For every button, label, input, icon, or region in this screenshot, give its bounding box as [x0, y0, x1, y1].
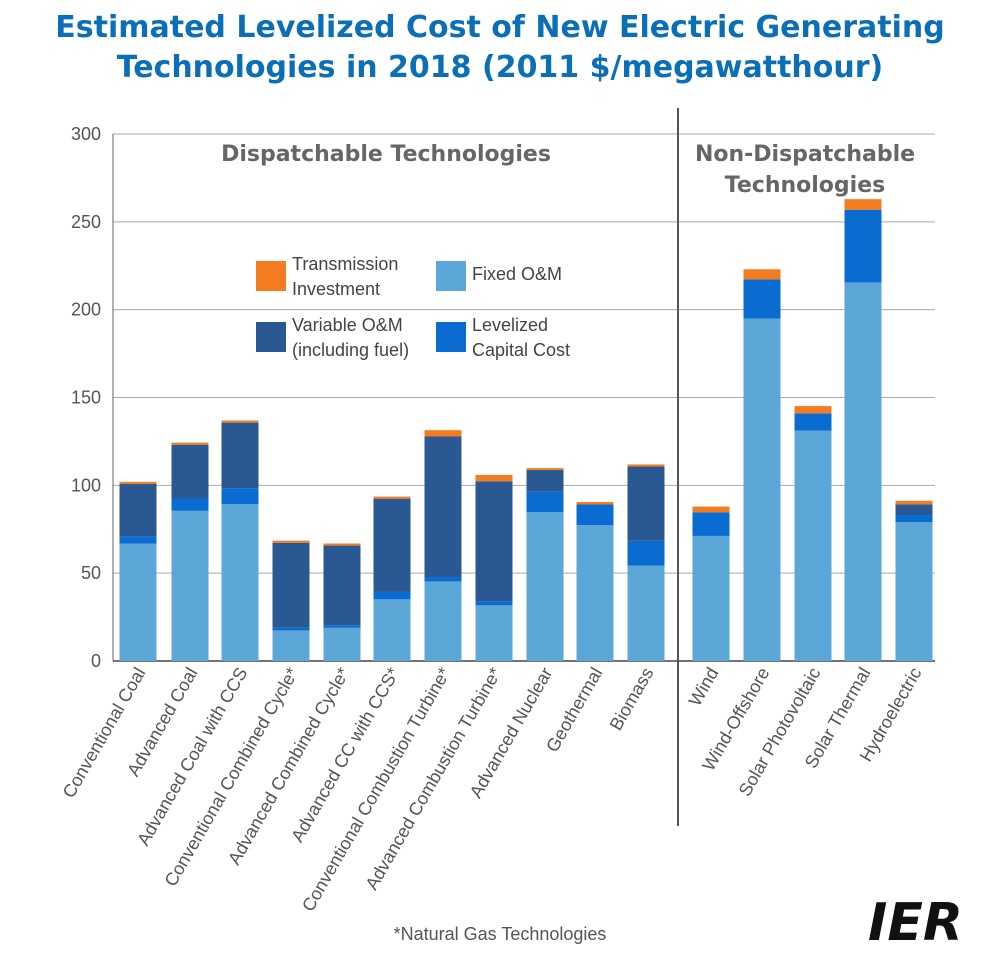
legend-label: Levelized — [472, 315, 548, 335]
ier-logo-text: IER — [868, 893, 963, 946]
legend-label: Capital Cost — [472, 340, 570, 360]
bar-variable-om — [526, 470, 564, 492]
bar-levelized-capital — [844, 209, 882, 283]
bar-transmission — [373, 496, 411, 499]
bar-levelized-capital — [692, 512, 730, 536]
bar-variable-om — [373, 498, 411, 592]
group-label-dispatchable: Dispatchable Technologies — [221, 142, 551, 167]
y-tick-label: 150 — [71, 388, 101, 408]
bar-levelized-capital — [424, 577, 462, 582]
legend-label: Transmission — [292, 254, 398, 274]
bar-transmission — [576, 502, 614, 505]
x-category-label: Conventional Coal — [59, 664, 150, 801]
bar-levelized-capital — [323, 625, 361, 628]
bar-transmission — [692, 506, 730, 513]
bar-levelized-capital — [627, 540, 665, 566]
x-category-label: Wind — [685, 664, 723, 710]
bar-variable-om — [895, 504, 933, 516]
bar-variable-om — [171, 444, 209, 499]
legend-swatch-levelized-capital — [436, 322, 466, 352]
chart-title-line2: Technologies in 2018 (2011 $/megawatthou… — [116, 50, 884, 85]
bar-fixed-om — [526, 512, 564, 661]
bar-transmission — [526, 468, 564, 471]
bar-fixed-om — [475, 605, 513, 661]
legend-label: Variable O&M — [292, 315, 403, 335]
bar-levelized-capital — [171, 498, 209, 511]
bar-transmission — [627, 464, 665, 467]
bar-variable-om — [424, 436, 462, 578]
y-tick-label: 300 — [71, 124, 101, 144]
bar-transmission — [895, 500, 933, 505]
bar-fixed-om — [743, 318, 781, 661]
bar-transmission — [272, 540, 310, 543]
bar-fixed-om — [576, 525, 614, 661]
bar-transmission — [323, 543, 361, 546]
bar-variable-om — [323, 545, 361, 626]
bar-transmission — [119, 481, 157, 484]
bar-fixed-om — [272, 630, 310, 661]
y-tick-label: 100 — [71, 475, 101, 495]
bar-variable-om — [221, 422, 259, 489]
bar-transmission — [475, 474, 513, 482]
bar-transmission — [743, 269, 781, 280]
y-tick-label: 50 — [81, 563, 101, 583]
legend-label: (including fuel) — [292, 340, 409, 360]
y-tick-label: 0 — [91, 651, 101, 671]
bar-transmission — [171, 442, 209, 445]
y-tick-label: 250 — [71, 212, 101, 232]
x-category-label: Biomass — [606, 664, 658, 734]
chart-title-line1: Estimated Levelized Cost of New Electric… — [55, 10, 945, 45]
bar-transmission — [221, 420, 259, 423]
bar-levelized-capital — [373, 591, 411, 600]
bar-fixed-om — [424, 581, 462, 661]
bar-fixed-om — [171, 510, 209, 661]
footnote: *Natural Gas Technologies — [393, 924, 607, 944]
bar-levelized-capital — [272, 627, 310, 631]
bar-fixed-om — [373, 599, 411, 661]
bar-variable-om — [119, 483, 157, 537]
ier-logo: IER — [868, 893, 963, 946]
legend-label: Fixed O&M — [472, 264, 562, 284]
legend-label: Investment — [292, 279, 380, 299]
bar-fixed-om — [794, 430, 832, 661]
bar-fixed-om — [627, 565, 665, 661]
bar-fixed-om — [895, 522, 933, 661]
bar-transmission — [794, 406, 832, 414]
bar-levelized-capital — [794, 413, 832, 431]
bar-fixed-om — [119, 543, 157, 661]
bar-fixed-om — [692, 535, 730, 661]
legend-swatch-variable-om — [256, 322, 286, 352]
legend-swatch-fixed-om — [436, 261, 466, 291]
bar-fixed-om — [221, 504, 259, 661]
bar-variable-om — [475, 481, 513, 602]
bar-levelized-capital — [221, 488, 259, 505]
bar-transmission — [424, 430, 462, 437]
bar-fixed-om — [844, 282, 882, 661]
group-label-non-dispatchable: Non-Dispatchable — [695, 142, 915, 167]
bar-variable-om — [627, 466, 665, 541]
bar-variable-om — [272, 542, 310, 628]
bar-transmission — [844, 199, 882, 210]
bar-levelized-capital — [743, 279, 781, 319]
group-label-non-dispatchable: Technologies — [725, 173, 885, 198]
bar-levelized-capital — [895, 515, 933, 523]
y-tick-label: 200 — [71, 300, 101, 320]
legend-swatch-transmission — [256, 261, 286, 291]
bar-fixed-om — [323, 627, 361, 661]
bar-levelized-capital — [475, 601, 513, 606]
bar-levelized-capital — [576, 504, 614, 526]
chart-title: Estimated Levelized Cost of New Electric… — [0, 8, 1000, 88]
bar-levelized-capital — [119, 536, 157, 544]
bar-levelized-capital — [526, 491, 564, 513]
